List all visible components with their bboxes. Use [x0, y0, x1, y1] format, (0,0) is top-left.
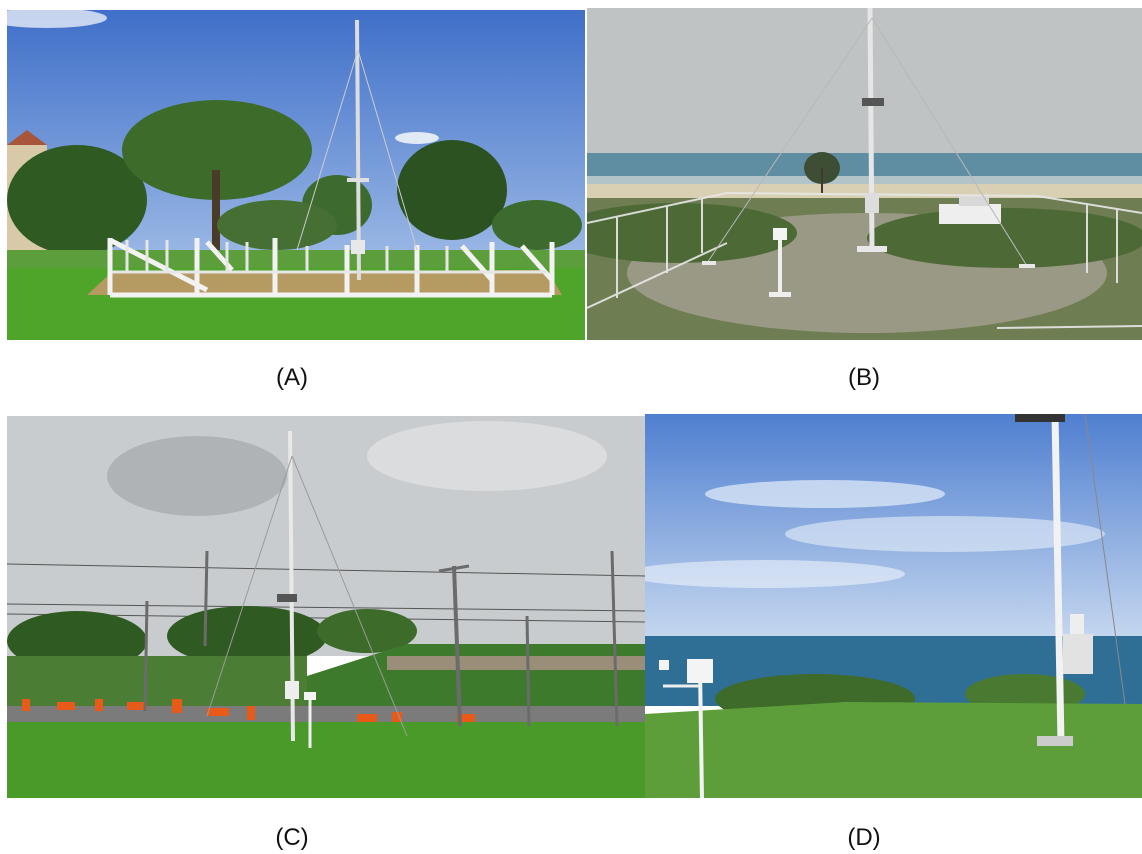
weather-station-photo-a	[7, 10, 585, 340]
panel-caption-d: (D)	[847, 824, 881, 851]
panel-caption-b: (B)	[848, 364, 880, 391]
photo-panel-b	[587, 8, 1142, 340]
photo-panel-a	[7, 10, 585, 340]
weather-station-photo-d	[645, 414, 1142, 798]
panel-caption-a: (A)	[276, 364, 308, 391]
weather-station-photo-b	[587, 8, 1142, 340]
panel-caption-c: (C)	[275, 824, 309, 851]
photo-panel-c	[7, 416, 645, 798]
photo-panel-d	[645, 414, 1142, 798]
weather-station-photo-c	[7, 416, 645, 798]
